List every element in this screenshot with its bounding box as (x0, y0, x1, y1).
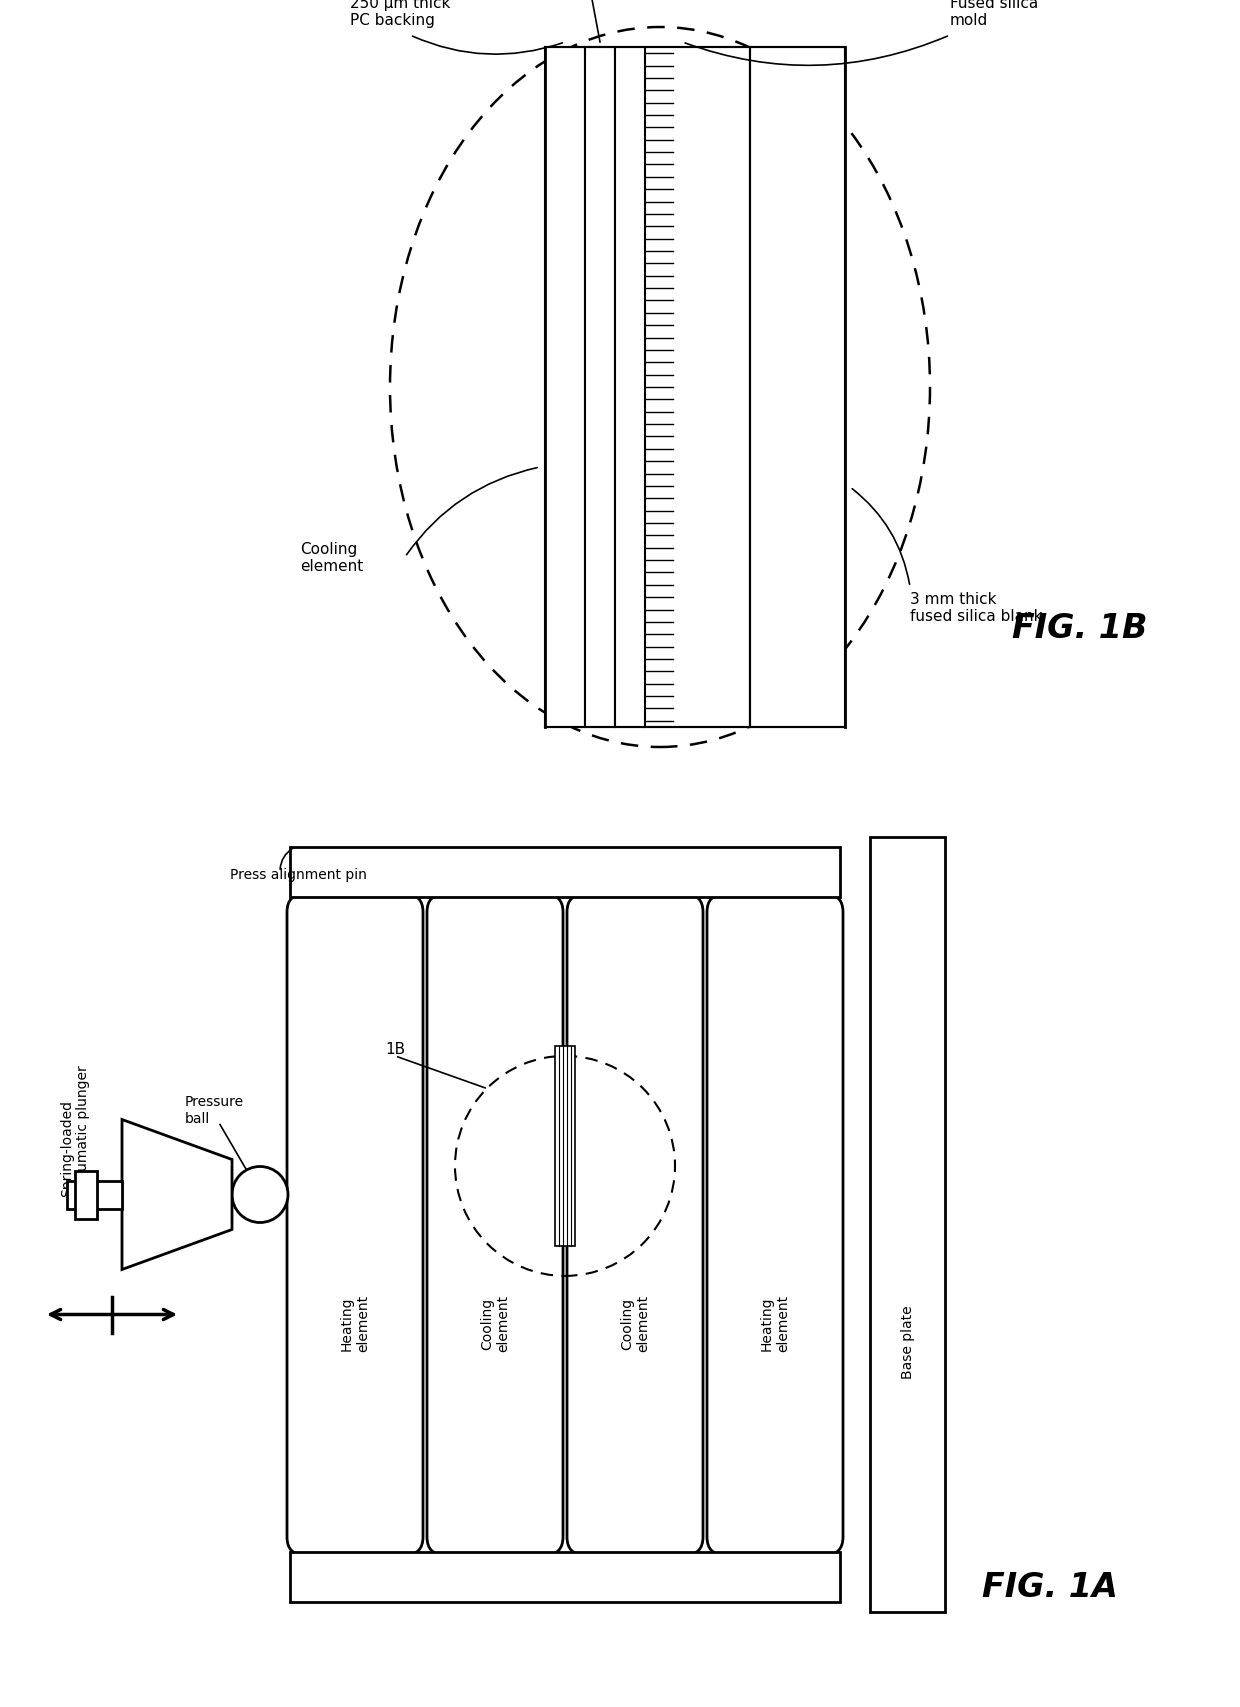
Text: Base plate: Base plate (900, 1304, 915, 1378)
FancyBboxPatch shape (427, 894, 563, 1555)
FancyBboxPatch shape (567, 894, 703, 1555)
Text: Spring-loaded
pneumatic plunger: Spring-loaded pneumatic plunger (60, 1065, 91, 1197)
Text: FIG. 1B: FIG. 1B (1012, 611, 1148, 644)
Text: Cooling
element: Cooling element (620, 1294, 650, 1352)
Bar (546, 48, 585, 727)
Bar (556, 1046, 575, 1246)
Bar (67, 1181, 122, 1209)
Text: Cooling
element: Cooling element (480, 1294, 510, 1352)
Bar (74, 1171, 97, 1219)
Bar (585, 48, 615, 727)
Polygon shape (122, 1120, 232, 1270)
FancyBboxPatch shape (707, 894, 843, 1555)
Circle shape (232, 1168, 288, 1222)
Text: 3 mm thick
fused silica blank: 3 mm thick fused silica blank (910, 591, 1043, 623)
Text: Fused silica
mold: Fused silica mold (950, 0, 1038, 27)
Text: Heating
element: Heating element (760, 1294, 790, 1352)
Bar (870, 838, 945, 1611)
Text: FIG. 1A: FIG. 1A (982, 1570, 1118, 1603)
Text: Pressure
ball: Pressure ball (185, 1094, 244, 1125)
Text: Cooling
element: Cooling element (300, 541, 363, 574)
FancyBboxPatch shape (286, 894, 423, 1555)
Text: Heating
element: Heating element (340, 1294, 370, 1352)
Text: Press alignment pin: Press alignment pin (229, 867, 367, 881)
Bar (615, 48, 750, 727)
Bar (290, 847, 839, 898)
Bar (290, 1552, 839, 1603)
Bar (750, 48, 844, 727)
Text: 1B: 1B (384, 1041, 405, 1057)
Text: 250 μm thick
PC backing: 250 μm thick PC backing (350, 0, 450, 27)
